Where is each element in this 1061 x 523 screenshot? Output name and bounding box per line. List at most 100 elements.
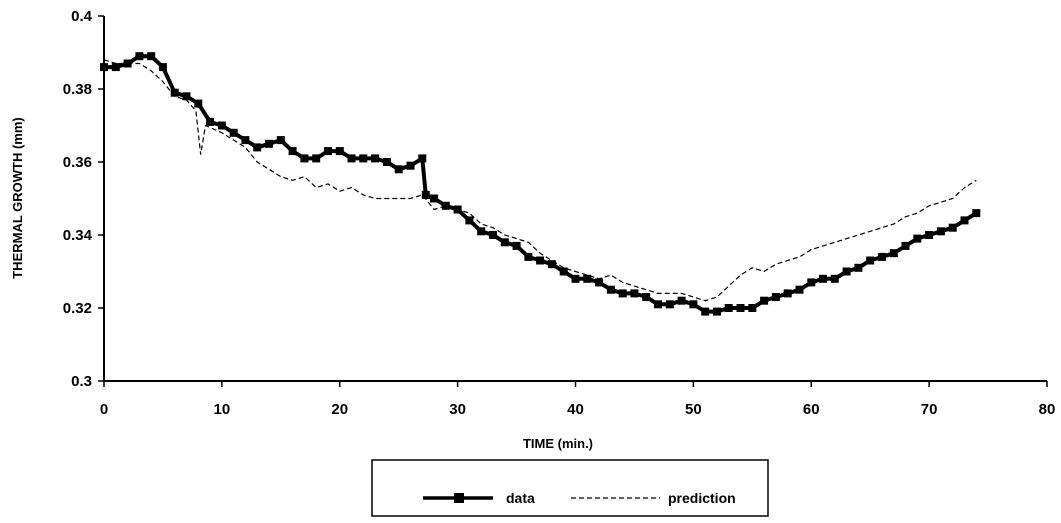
y-tick-label: 0.3	[71, 373, 92, 390]
data-point	[123, 59, 132, 68]
data-point	[335, 147, 344, 156]
data-point	[689, 300, 698, 309]
data-point	[936, 227, 945, 236]
data-point	[713, 307, 721, 316]
data-point	[194, 99, 203, 108]
data-point	[901, 241, 910, 250]
data-point	[430, 194, 438, 203]
data-point	[465, 216, 474, 225]
data-point	[359, 154, 368, 163]
data-point	[866, 256, 875, 265]
x-axis-title: TIME (min.)	[523, 436, 593, 451]
data-point	[948, 223, 957, 232]
data-point	[665, 300, 674, 309]
data-point	[819, 274, 827, 283]
data-point	[701, 307, 710, 316]
data-point	[512, 241, 521, 250]
data-point	[724, 304, 733, 312]
data-point	[736, 304, 745, 312]
data-point	[241, 136, 250, 145]
data-point	[925, 231, 934, 239]
data-point	[559, 267, 568, 276]
x-tick-label: 50	[685, 401, 702, 418]
data-point	[288, 147, 297, 156]
data-point	[421, 190, 430, 199]
data-point	[830, 274, 839, 283]
data-point	[253, 143, 262, 152]
data-point	[394, 165, 403, 174]
data-point	[783, 289, 792, 298]
x-tick-label: 70	[921, 401, 938, 418]
series-prediction-line	[103, 59, 977, 302]
data-point	[300, 154, 309, 163]
legend-swatch-data-marker	[454, 493, 464, 503]
data-point	[477, 227, 486, 236]
data-point	[536, 256, 545, 265]
x-ticks: 0 10 20 30 40 50 60 70 80	[100, 381, 1056, 418]
data-point	[182, 92, 191, 101]
data-point	[406, 161, 415, 170]
data-point	[748, 304, 757, 312]
data-point	[276, 136, 285, 145]
data-point	[878, 252, 886, 261]
data-point	[595, 278, 604, 287]
legend: data prediction	[371, 459, 769, 517]
data-point	[807, 278, 816, 287]
data-point	[972, 209, 981, 218]
data-point	[135, 52, 144, 61]
data-point	[170, 88, 179, 97]
legend-label-prediction: prediction	[668, 490, 736, 506]
y-tick-label: 0.34	[63, 227, 93, 244]
x-tick-label: 80	[1039, 401, 1056, 418]
x-tick-label: 60	[803, 401, 820, 418]
data-point	[265, 139, 273, 148]
y-tick-label: 0.4	[71, 8, 93, 25]
data-point	[760, 296, 769, 305]
y-ticks: 0.3 0.32 0.34 0.36 0.38 0.4	[63, 8, 104, 390]
data-point	[158, 63, 167, 72]
data-point	[677, 296, 686, 305]
data-point	[229, 128, 238, 137]
data-point	[489, 231, 497, 239]
data-point	[618, 289, 627, 298]
y-axis-title: THERMAL GROWTH (mm)	[10, 117, 25, 279]
data-point	[889, 249, 898, 258]
data-point	[371, 154, 380, 163]
series-layer	[100, 52, 981, 316]
data-point	[654, 300, 662, 309]
data-point	[842, 267, 851, 276]
data-point	[111, 63, 120, 72]
legend-label-data: data	[506, 490, 535, 506]
data-point	[547, 260, 556, 269]
data-point	[606, 285, 615, 294]
y-tick-label: 0.36	[63, 154, 92, 171]
x-tick-label: 30	[449, 401, 466, 418]
data-point	[347, 154, 356, 163]
data-point	[583, 274, 592, 283]
data-point	[771, 293, 780, 301]
y-tick-label: 0.32	[63, 300, 92, 317]
data-point	[147, 52, 156, 61]
data-point	[960, 216, 969, 225]
data-point	[453, 205, 462, 214]
data-point	[206, 117, 215, 126]
data-point	[854, 263, 863, 272]
data-point	[312, 154, 321, 163]
x-tick-label: 10	[214, 401, 231, 418]
data-point	[642, 293, 651, 301]
data-point	[418, 154, 427, 163]
data-point	[324, 147, 332, 156]
data-point	[630, 289, 639, 298]
y-tick-label: 0.38	[63, 81, 92, 98]
data-point	[571, 274, 580, 283]
data-point	[217, 121, 226, 130]
legend-box	[371, 459, 769, 517]
data-point	[500, 238, 509, 247]
data-point	[382, 158, 391, 166]
data-point	[524, 252, 533, 261]
data-point	[795, 285, 804, 294]
series-data-line	[104, 54, 978, 314]
x-tick-label: 40	[567, 401, 584, 418]
x-tick-label: 0	[100, 401, 108, 418]
